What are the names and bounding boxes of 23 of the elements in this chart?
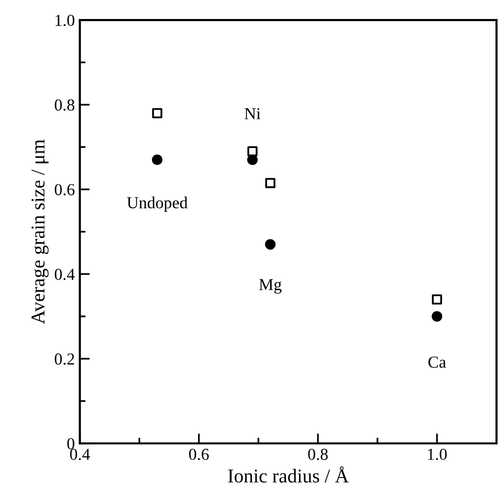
- point: [432, 294, 442, 305]
- point: [247, 146, 258, 156]
- x-tick-label: 0.8: [308, 448, 328, 460]
- y-tick-label: 0.4: [54, 268, 75, 280]
- point: [152, 108, 162, 118]
- x-tick-label: 0.6: [189, 448, 209, 460]
- y-tick-label: 0.2: [54, 353, 74, 365]
- point: [265, 239, 276, 250]
- x-axis-title: Ionic radius / Å: [228, 466, 349, 483]
- text: 1.0: [428, 448, 447, 460]
- annotation: Ca: [428, 356, 446, 368]
- y-tick-label: 0.6: [54, 184, 74, 196]
- annotation: Undoped: [127, 196, 188, 212]
- annotation: Mg: [259, 279, 282, 294]
- point: [432, 311, 442, 322]
- x-tick-label: 0.4: [70, 448, 90, 460]
- y-tick-label: 1.0: [56, 14, 74, 26]
- point: [152, 154, 163, 166]
- y-tick-label: 0.8: [54, 99, 74, 111]
- point: [265, 178, 276, 188]
- annotation: Ni: [244, 108, 260, 120]
- y-axis-title: Average grain size / μm: [32, 140, 49, 324]
- y-tick-label: 0: [67, 438, 74, 450]
